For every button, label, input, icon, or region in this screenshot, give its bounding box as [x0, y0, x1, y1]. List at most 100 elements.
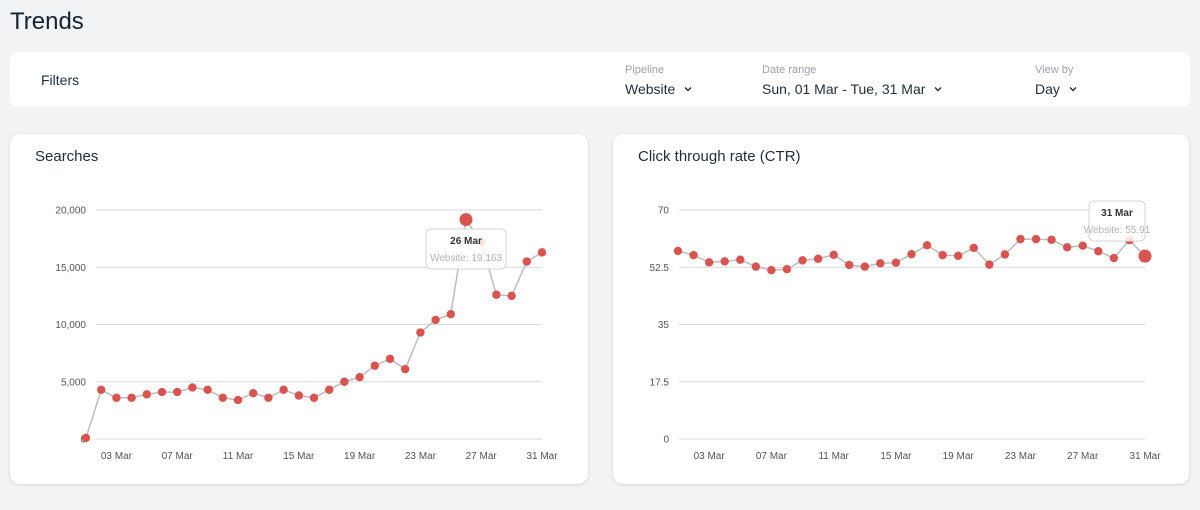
highlighted-data-point[interactable]: [459, 213, 473, 227]
date-range-label: Date range: [762, 64, 817, 76]
data-point[interactable]: [385, 354, 395, 364]
data-point[interactable]: [673, 246, 683, 256]
data-point[interactable]: [985, 260, 994, 269]
chevron-down-icon: [934, 87, 942, 92]
data-point[interactable]: [1109, 253, 1119, 263]
data-point[interactable]: [845, 260, 854, 270]
data-point[interactable]: [401, 364, 410, 374]
data-point[interactable]: [294, 391, 303, 400]
x-tick-label: 23 Mar: [405, 451, 437, 462]
filters-bar: Filters Pipeline Website Date range Sun,…: [10, 52, 1190, 107]
data-point[interactable]: [954, 251, 963, 260]
view-by-filter: View by Day: [1035, 64, 1078, 99]
data-point[interactable]: [370, 361, 379, 370]
data-point[interactable]: [142, 390, 151, 399]
data-point[interactable]: [233, 395, 243, 405]
view-by-value: Day: [1035, 81, 1060, 97]
data-point[interactable]: [1078, 241, 1087, 250]
data-point[interactable]: [173, 387, 182, 397]
data-point[interactable]: [736, 255, 745, 264]
data-point[interactable]: [446, 309, 455, 319]
x-tick-label: 27 Mar: [466, 451, 498, 462]
pipeline-dropdown[interactable]: Website: [625, 81, 693, 97]
data-point[interactable]: [264, 393, 273, 402]
data-point[interactable]: [249, 389, 258, 398]
data-point[interactable]: [1000, 250, 1010, 259]
x-tick-label: 03 Mar: [101, 451, 133, 462]
x-tick-label: 19 Mar: [943, 451, 975, 462]
data-point[interactable]: [492, 290, 501, 299]
ctr-chart[interactable]: 0 17.5 35 52.5 70 03 Mar 07 Mar 11 Mar 15 Mar 19 …: [613, 134, 1189, 484]
data-point[interactable]: [1062, 243, 1072, 252]
y-tick-label: 10,000: [55, 320, 86, 331]
page-title: Trends: [10, 8, 84, 35]
y-tick-label: 17.5: [650, 377, 670, 388]
data-point[interactable]: [1047, 235, 1056, 244]
pipeline-label: Pipeline: [625, 64, 665, 76]
date-range-value: Sun, 01 Mar - Tue, 31 Mar: [762, 81, 926, 97]
data-point[interactable]: [907, 249, 916, 259]
data-point[interactable]: [325, 385, 334, 394]
view-by-dropdown[interactable]: Day: [1035, 81, 1078, 97]
data-point[interactable]: [704, 258, 714, 267]
data-point[interactable]: [537, 248, 547, 257]
x-tick-label: 27 Mar: [1067, 451, 1099, 462]
data-point[interactable]: [218, 393, 227, 402]
data-point[interactable]: [431, 315, 440, 325]
data-point[interactable]: [1094, 247, 1103, 256]
data-point[interactable]: [112, 393, 121, 402]
data-point[interactable]: [891, 258, 901, 267]
data-point[interactable]: [309, 393, 319, 402]
x-tick-label: 07 Mar: [756, 451, 788, 462]
data-point[interactable]: [188, 383, 197, 392]
data-point[interactable]: [507, 291, 516, 301]
x-tick-label: 11 Mar: [818, 451, 849, 462]
data-point[interactable]: [813, 254, 823, 263]
data-point[interactable]: [751, 262, 761, 271]
highlighted-data-point[interactable]: [1138, 249, 1152, 263]
data-point[interactable]: [416, 328, 425, 337]
data-point[interactable]: [798, 256, 807, 265]
x-tick-label: 07 Mar: [162, 451, 194, 462]
x-tick-label: 03 Mar: [694, 451, 726, 462]
data-point[interactable]: [81, 433, 91, 443]
data-point[interactable]: [522, 257, 531, 266]
data-point[interactable]: [876, 259, 885, 268]
data-point[interactable]: [203, 385, 212, 394]
data-point[interactable]: [157, 387, 167, 397]
data-point[interactable]: [340, 377, 349, 386]
x-tick-label: 15 Mar: [880, 451, 912, 462]
data-point[interactable]: [860, 262, 869, 271]
x-tick-label: 19 Mar: [344, 451, 376, 462]
chart-tooltip: 26 Mar Website: 19,163: [425, 228, 507, 270]
filters-label: Filters: [41, 72, 80, 88]
data-point[interactable]: [127, 393, 136, 402]
data-point[interactable]: [767, 265, 776, 275]
data-point[interactable]: [689, 250, 698, 260]
x-tick-label: 23 Mar: [1005, 451, 1037, 462]
date-range-dropdown[interactable]: Sun, 01 Mar - Tue, 31 Mar: [762, 81, 943, 97]
data-point[interactable]: [1031, 234, 1041, 244]
x-tick-label: 31 Mar: [526, 451, 558, 462]
view-by-label: View by: [1035, 64, 1074, 76]
chart-title: Click through rate (CTR): [638, 148, 801, 165]
pipeline-value: Website: [625, 81, 676, 97]
data-point[interactable]: [97, 385, 106, 394]
x-tick-label: 11 Mar: [223, 451, 254, 462]
pipeline-filter: Pipeline Website: [625, 64, 693, 99]
data-point[interactable]: [922, 241, 932, 250]
tooltip-text: Website: 19,163: [430, 253, 503, 264]
data-point[interactable]: [279, 385, 288, 394]
data-point[interactable]: [782, 265, 792, 274]
data-point[interactable]: [969, 243, 978, 253]
tooltip-title: 31 Mar: [1101, 208, 1133, 219]
data-point[interactable]: [938, 250, 947, 260]
data-point[interactable]: [829, 250, 838, 260]
y-tick-label: 15,000: [55, 263, 86, 274]
data-point[interactable]: [720, 257, 729, 266]
data-point[interactable]: [355, 372, 364, 382]
x-tick-label: 15 Mar: [283, 451, 315, 462]
data-point[interactable]: [1016, 234, 1025, 244]
